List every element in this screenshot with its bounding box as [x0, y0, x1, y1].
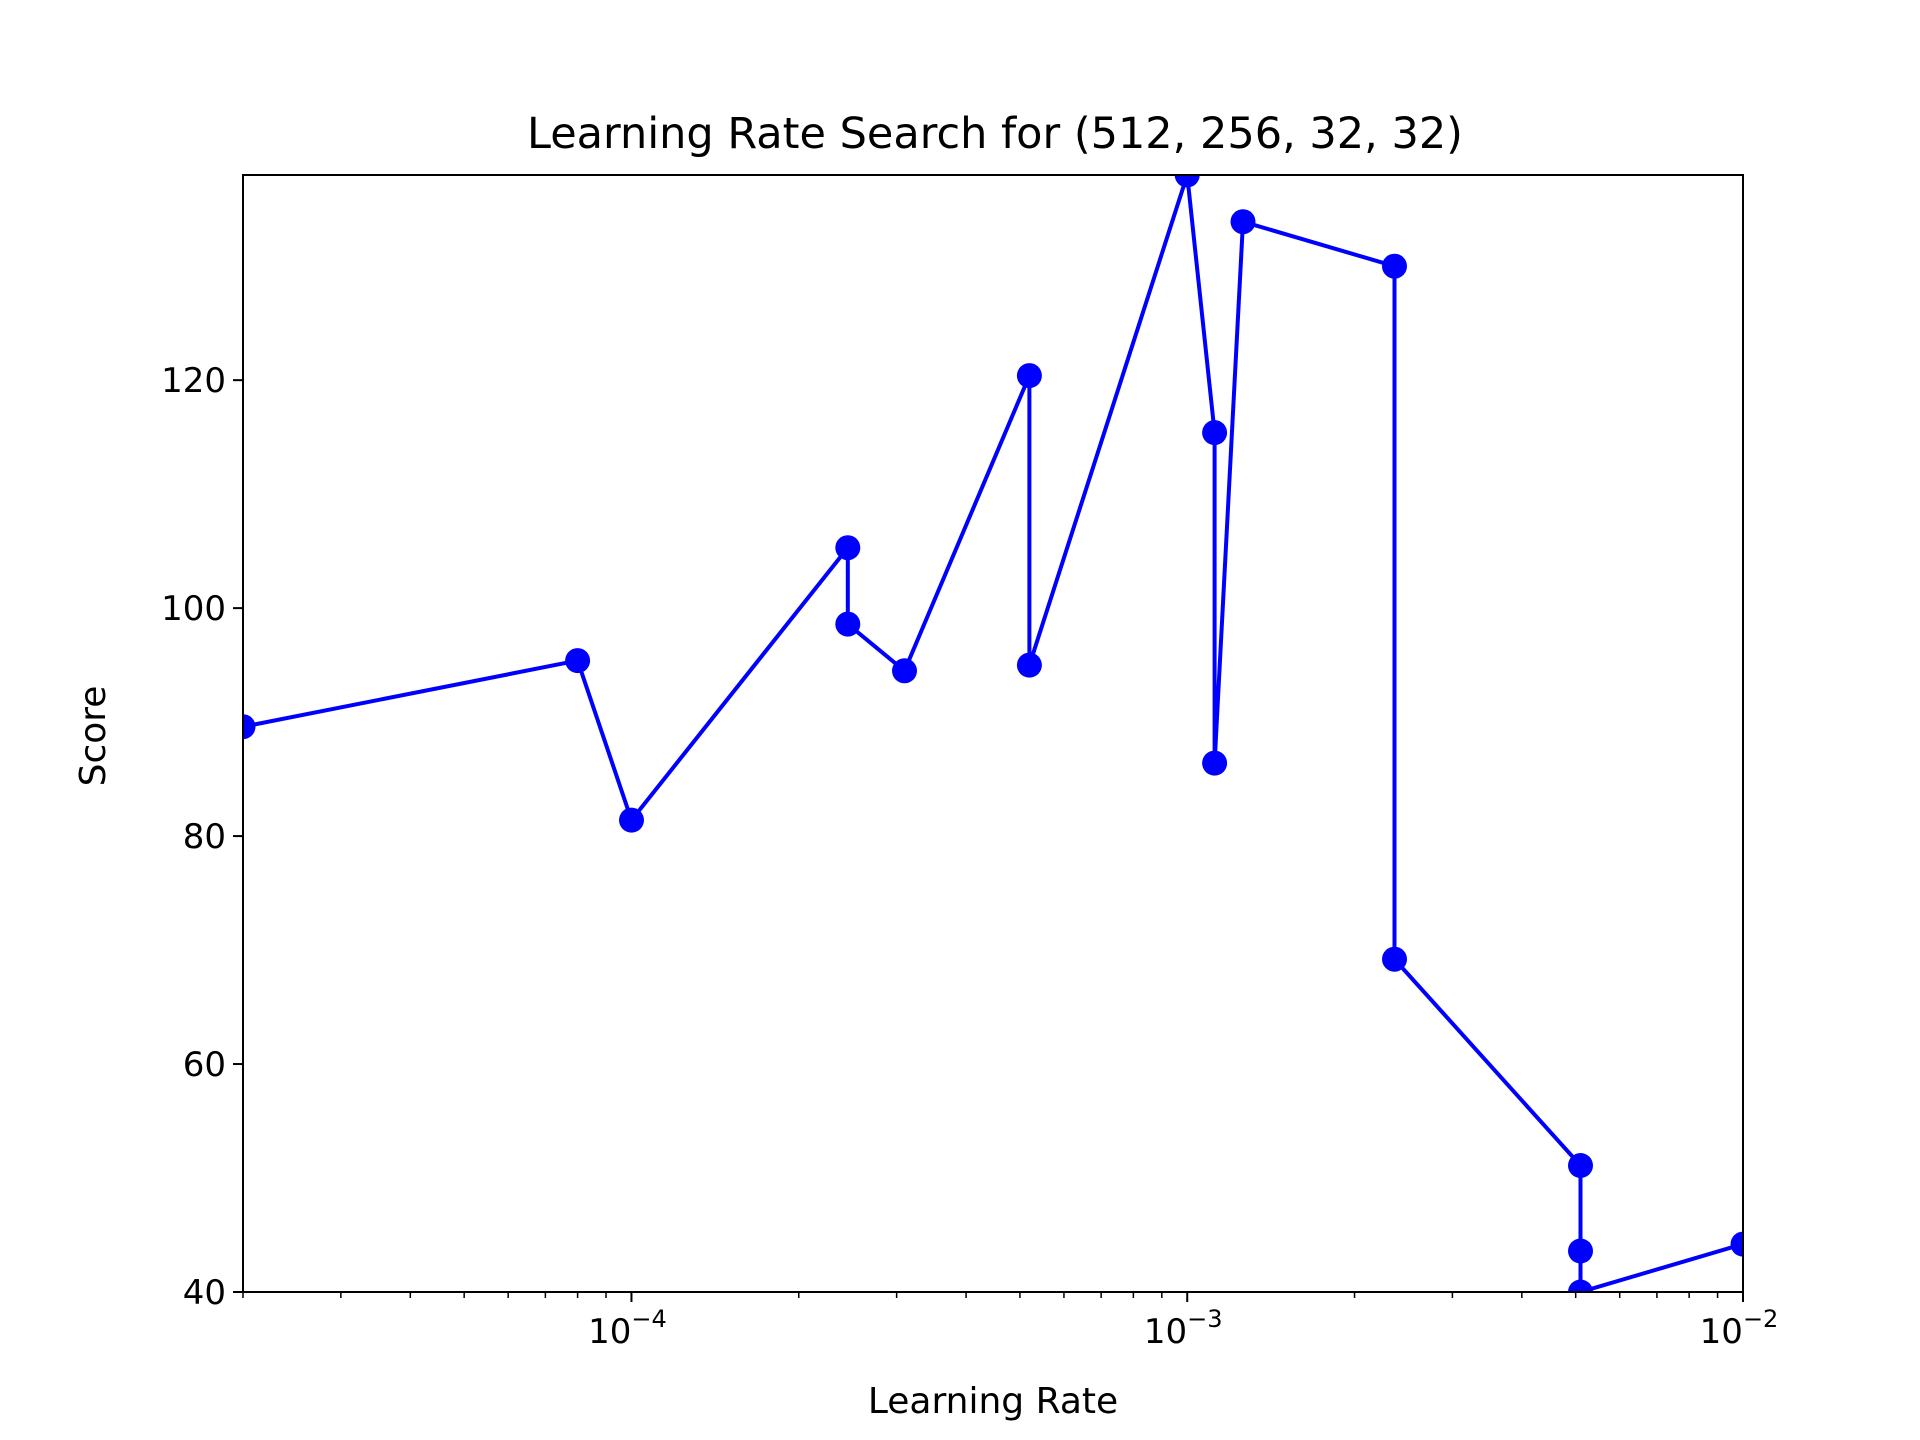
x-tick-base: 10	[1144, 1312, 1187, 1352]
y-tick-label: 60	[183, 1045, 226, 1085]
x-axis-label: Learning Rate	[868, 1381, 1118, 1422]
x-tick-exponent: −2	[1743, 1305, 1778, 1333]
x-tick-label: 10−2	[1700, 1305, 1779, 1352]
data-point	[1568, 1153, 1593, 1178]
chart-title: Learning Rate Search for (512, 256, 32, …	[527, 109, 1463, 159]
data-point	[835, 535, 861, 561]
y-tick-label: 120	[161, 361, 226, 401]
y-tick-label: 100	[161, 589, 226, 629]
x-axis: 10−4 10−3 10−2	[242, 1292, 1779, 1352]
data-point	[1730, 1231, 1743, 1257]
data-point	[835, 611, 861, 637]
x-tick-label: 10−3	[1144, 1305, 1223, 1352]
plot-area	[243, 175, 1743, 1292]
series-line	[243, 175, 1743, 1292]
y-tick-label: 40	[183, 1273, 226, 1313]
y-axis: 40 60 80 100 120	[161, 361, 243, 1313]
data-point	[619, 807, 644, 833]
data-point	[1016, 363, 1042, 389]
series-group	[243, 175, 1743, 1292]
data-point	[1174, 175, 1200, 188]
data-point	[1382, 946, 1407, 972]
data-point	[243, 714, 256, 740]
x-tick-base: 10	[1700, 1312, 1743, 1352]
data-point	[1202, 750, 1228, 776]
y-axis-label: Score	[73, 686, 114, 787]
data-point	[1382, 253, 1407, 279]
x-tick-exponent: −4	[631, 1305, 666, 1333]
data-point	[892, 658, 917, 684]
plot-frame	[242, 174, 1744, 1293]
data-point	[1230, 209, 1256, 235]
data-point	[1016, 652, 1042, 678]
data-point	[565, 648, 591, 674]
x-tick-base: 10	[588, 1312, 631, 1352]
x-tick-label: 10−4	[588, 1305, 667, 1352]
data-point	[1568, 1279, 1593, 1292]
x-tick-exponent: −3	[1187, 1305, 1222, 1333]
data-point	[1202, 420, 1228, 446]
y-tick-label: 80	[183, 817, 226, 857]
data-point	[1568, 1238, 1593, 1264]
